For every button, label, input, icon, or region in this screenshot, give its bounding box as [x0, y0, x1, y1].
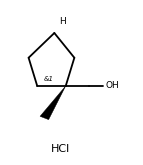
- Text: HCl: HCl: [50, 144, 70, 153]
- Polygon shape: [40, 86, 66, 120]
- Text: OH: OH: [105, 81, 119, 90]
- Text: &1: &1: [44, 76, 54, 82]
- Text: H: H: [59, 16, 66, 26]
